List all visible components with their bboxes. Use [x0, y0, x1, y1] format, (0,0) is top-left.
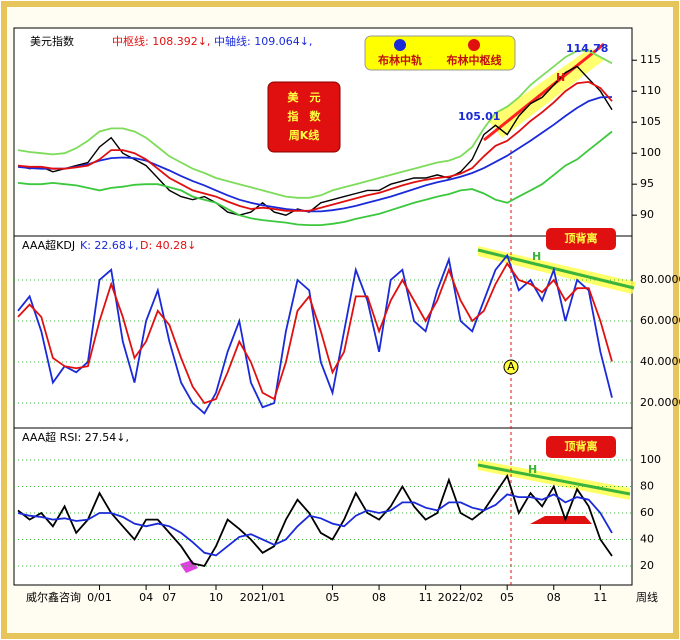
x-tick-label: 2022/02 — [438, 591, 484, 604]
indicator-label: 中枢线: 108.392↓, — [112, 34, 210, 48]
y-tick-label: 40 — [640, 533, 654, 546]
y-tick-label: 100 — [640, 453, 661, 466]
y-tick-label: 105 — [640, 115, 661, 128]
x-tick-label: 11 — [593, 591, 607, 604]
indicator-label: K: 22.68↓, — [80, 239, 139, 252]
annotation: 顶背离 — [565, 231, 598, 245]
chart-title: AAA超 RSI: 27.54↓, — [22, 430, 129, 444]
y-tick-label: 80 — [640, 479, 654, 492]
series-line — [17, 130, 613, 226]
x-tick-label: 11 — [419, 591, 433, 604]
series-line — [17, 493, 613, 557]
chart-title: 美元指数 — [30, 34, 74, 48]
annotation: A — [507, 360, 515, 373]
y-tick-label: 95 — [640, 177, 654, 190]
y-tick-label: 100 — [640, 146, 661, 159]
series-line — [17, 65, 613, 216]
trend-line — [483, 42, 605, 142]
x-tick-label: 04 — [139, 591, 153, 604]
badge-text: 美 元 — [288, 90, 321, 104]
series-line — [17, 80, 613, 212]
legend-swatch — [468, 39, 480, 51]
y-tick-label: 40.0000 — [640, 355, 680, 368]
legend-swatch — [394, 39, 406, 51]
indicator-label: 中轴线: 109.064↓, — [214, 34, 312, 48]
highlight — [530, 516, 592, 524]
x-tick-label: 2021/01 — [240, 591, 286, 604]
legend-label: 布林中枢线 — [447, 53, 502, 67]
x-tick-label: 05 — [325, 591, 339, 604]
x-tick-label: 10 — [209, 591, 223, 604]
y-tick-label: 60.0000 — [640, 314, 680, 327]
badge — [546, 436, 616, 458]
x-tick-label: 0/01 — [87, 591, 112, 604]
annotation: 114.78 — [566, 42, 608, 55]
y-tick-label: 110 — [640, 84, 661, 97]
annotation: H — [556, 71, 565, 84]
badge-text: 指 数 — [288, 109, 322, 123]
x-tick-label: 07 — [162, 591, 176, 604]
y-tick-label: 60 — [640, 506, 654, 519]
annotation: H — [532, 250, 541, 263]
badge — [546, 228, 616, 250]
badge-text: 周K线 — [289, 128, 320, 142]
y-tick-label: 90 — [640, 208, 654, 221]
x-axis-label: 威尔鑫咨询 — [26, 590, 81, 604]
x-axis-label: 周线 — [636, 590, 658, 604]
series-line — [17, 96, 613, 213]
badge — [267, 81, 341, 153]
annotation: H — [528, 463, 537, 476]
series-line — [17, 473, 613, 568]
y-tick-label: 80.0000 — [640, 273, 680, 286]
y-tick-label: 20.0000 — [640, 396, 680, 409]
series-line — [17, 50, 613, 199]
annotation: 顶背离 — [565, 439, 598, 453]
indicator-label: D: 40.28↓ — [140, 239, 196, 252]
marker — [503, 359, 519, 375]
legend-label: 布林中轨 — [378, 53, 422, 67]
annotation: 105.01 — [458, 110, 500, 123]
y-tick-label: 115 — [640, 53, 661, 66]
x-tick-label: 08 — [372, 591, 386, 604]
y-tick-label: 20 — [640, 559, 654, 572]
trend-line — [477, 463, 631, 496]
trend-line — [477, 248, 635, 290]
chart-title: AAA超KDJ — [22, 238, 75, 252]
x-tick-label: 08 — [547, 591, 561, 604]
series-line — [17, 261, 613, 405]
x-tick-label: 05 — [500, 591, 514, 604]
